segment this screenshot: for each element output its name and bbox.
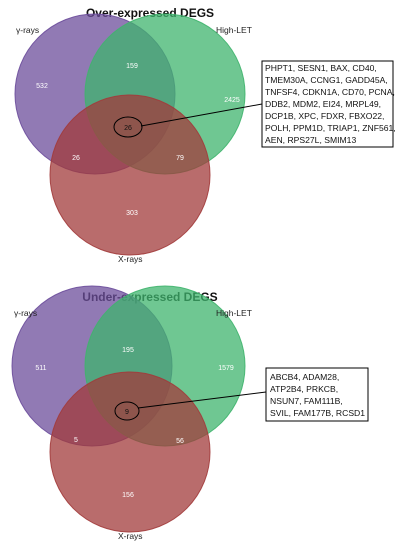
- callout-line: [140, 103, 263, 127]
- label-x-rays: X-rays: [118, 254, 143, 264]
- center-highlight-ellipse: [114, 401, 140, 421]
- gene-line: TMEM30A, CCNG1, GADD45A,: [265, 75, 388, 85]
- count-gamma-x: 5: [74, 437, 78, 444]
- gene-line: AEN, RPS27L, SMIM13: [265, 135, 356, 145]
- count-gamma-only: 511: [35, 365, 46, 372]
- count-all: 26: [124, 125, 132, 132]
- label-x-rays: X-rays: [118, 531, 143, 541]
- count-high-let-only: 2425: [224, 97, 240, 104]
- count-x-only: 303: [126, 210, 138, 217]
- label-high-let: High-LET: [216, 308, 252, 318]
- count-x-only: 156: [122, 492, 134, 499]
- count-all: 9: [125, 409, 129, 416]
- label-high-let: High-LET: [216, 25, 252, 35]
- count-high-let-only: 1579: [218, 365, 234, 372]
- count-high-let-x: 79: [176, 155, 184, 162]
- gene-line: ATP2B4, PRKCB,: [270, 384, 338, 394]
- gene-line: DDB2, MDM2, EI24, MRPL49,: [265, 99, 381, 109]
- gene-line: NSUN7, FAM111B,: [270, 396, 343, 406]
- callout-line: [137, 391, 267, 409]
- gene-line: DCP1B, XPC, FDXR, FBXO22,: [265, 111, 384, 121]
- count-gamma-high-let: 195: [122, 347, 134, 354]
- count-gamma-x: 26: [72, 155, 80, 162]
- gene-line: TNFSF4, CDKN1A, CD70, PCNA,: [265, 87, 395, 97]
- panel-under-expressed: Under-expressed DEGS γ-rays High-LET X-r…: [11, 285, 369, 541]
- gene-line: ABCB4, ADAM28,: [270, 372, 339, 382]
- center-highlight-ellipse: [113, 116, 143, 138]
- count-gamma-high-let: 159: [126, 63, 138, 70]
- label-gamma: γ-rays: [14, 308, 37, 318]
- venn-circle-x-rays: [49, 94, 211, 256]
- count-gamma-only: 532: [36, 83, 48, 90]
- label-gamma: γ-rays: [16, 25, 39, 35]
- gene-line: PHPT1, SESN1, BAX, CD40,: [265, 63, 377, 73]
- venn-circle-x-rays: [49, 371, 211, 533]
- panel-over-expressed: Over-expressed DEGS γ-rays High-LET X-ra…: [14, 6, 396, 264]
- gene-line: SVIL, FAM177B, RCSD1: [270, 408, 365, 418]
- gene-list-box: [261, 60, 394, 148]
- count-high-let-x: 56: [176, 438, 184, 445]
- gene-line: POLH, PPM1D, TRIAP1, ZNF561,: [265, 123, 396, 133]
- gene-list-box: [265, 367, 369, 422]
